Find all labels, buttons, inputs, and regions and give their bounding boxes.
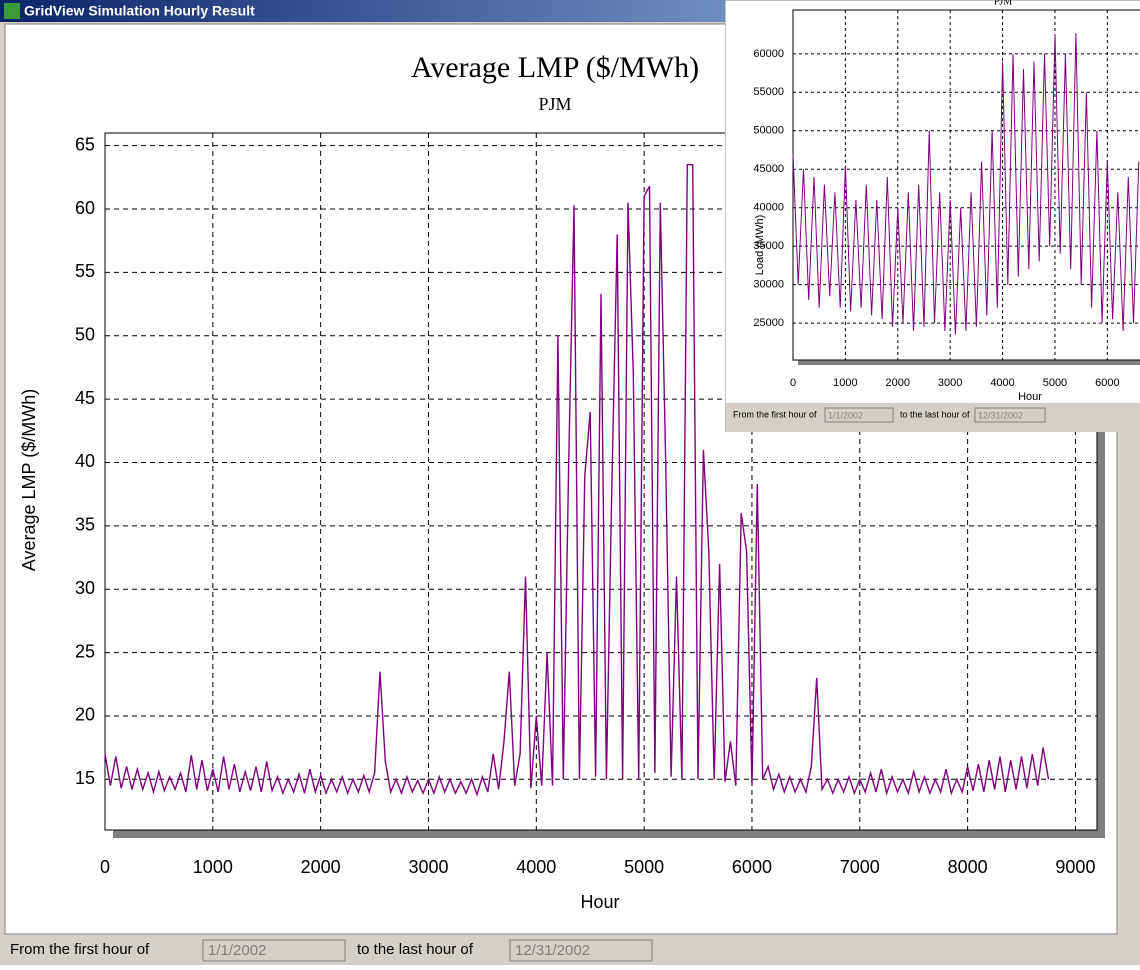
to-input[interactable]	[509, 939, 653, 962]
chart-title: Average LMP ($/MWh)	[411, 51, 699, 84]
x-tick-label: 1000	[833, 377, 857, 389]
x-tick-label: 6000	[1095, 377, 1119, 389]
to-label: to the last hour of	[357, 941, 474, 958]
y-tick-label: 15	[75, 768, 95, 788]
y-tick-label: 55000	[753, 86, 784, 98]
y-tick-label: 35000	[753, 240, 784, 252]
app-icon	[4, 3, 20, 19]
x-tick-label: 0	[790, 377, 796, 389]
y-tick-label: 40	[75, 451, 95, 471]
x-tick-label: 0	[100, 857, 110, 877]
y-axis-label: Load (MWh)	[754, 215, 766, 276]
inset-footer	[726, 403, 1140, 432]
x-tick-label: 1000	[193, 857, 233, 877]
x-tick-label: 8000	[948, 857, 988, 877]
to-value: 12/31/2002	[515, 942, 590, 959]
data-line	[792, 33, 1140, 335]
y-tick-label: 60	[75, 198, 95, 218]
x-tick-label: 9000	[1055, 857, 1095, 877]
y-tick-label: 40000	[753, 202, 784, 214]
x-axis-label: Hour	[580, 892, 619, 912]
y-tick-label: 45000	[753, 163, 784, 175]
x-tick-label: 7000	[840, 857, 880, 877]
x-tick-label: 3000	[408, 857, 448, 877]
y-tick-label: 30000	[753, 279, 784, 291]
chart-title: PJM	[994, 0, 1012, 7]
y-tick-label: 30	[75, 578, 95, 598]
inset-to-label: to the last hour of	[900, 409, 970, 419]
x-tick-label: 2000	[886, 377, 910, 389]
window-title: GridView Simulation Hourly Result	[24, 3, 255, 19]
inset-to-input[interactable]	[974, 407, 1046, 423]
inset-from-value: 1/1/2002	[828, 410, 863, 420]
y-tick-label: 50	[75, 325, 95, 345]
y-axis-label: Average LMP ($/MWh)	[19, 389, 39, 571]
y-tick-label: 25000	[753, 317, 784, 329]
inset-to-value: 12/31/2002	[978, 410, 1023, 420]
inset-from-label: From the first hour of	[733, 409, 817, 419]
inset-from-input[interactable]	[824, 407, 894, 423]
y-tick-label: 50000	[753, 125, 784, 137]
y-tick-label: 65	[75, 134, 95, 154]
y-tick-label: 35	[75, 515, 95, 535]
x-tick-label: 5000	[1043, 377, 1067, 389]
data-line	[104, 164, 1050, 797]
x-tick-label: 4000	[516, 857, 556, 877]
x-tick-label: 4000	[990, 377, 1014, 389]
from-input[interactable]	[202, 939, 346, 962]
y-tick-label: 60000	[753, 48, 784, 60]
x-axis-label: Hour	[1018, 391, 1042, 403]
x-tick-label: 2000	[301, 857, 341, 877]
x-tick-label: 3000	[938, 377, 962, 389]
y-tick-label: 25	[75, 641, 95, 661]
chart-subtitle: PJM	[538, 94, 571, 114]
from-value: 1/1/2002	[208, 942, 266, 959]
y-tick-label: 55	[75, 261, 95, 281]
y-tick-label: 20	[75, 705, 95, 725]
x-tick-label: 5000	[624, 857, 664, 877]
y-tick-label: 45	[75, 388, 95, 408]
x-tick-label: 6000	[732, 857, 772, 877]
from-label: From the first hour of	[10, 941, 150, 958]
